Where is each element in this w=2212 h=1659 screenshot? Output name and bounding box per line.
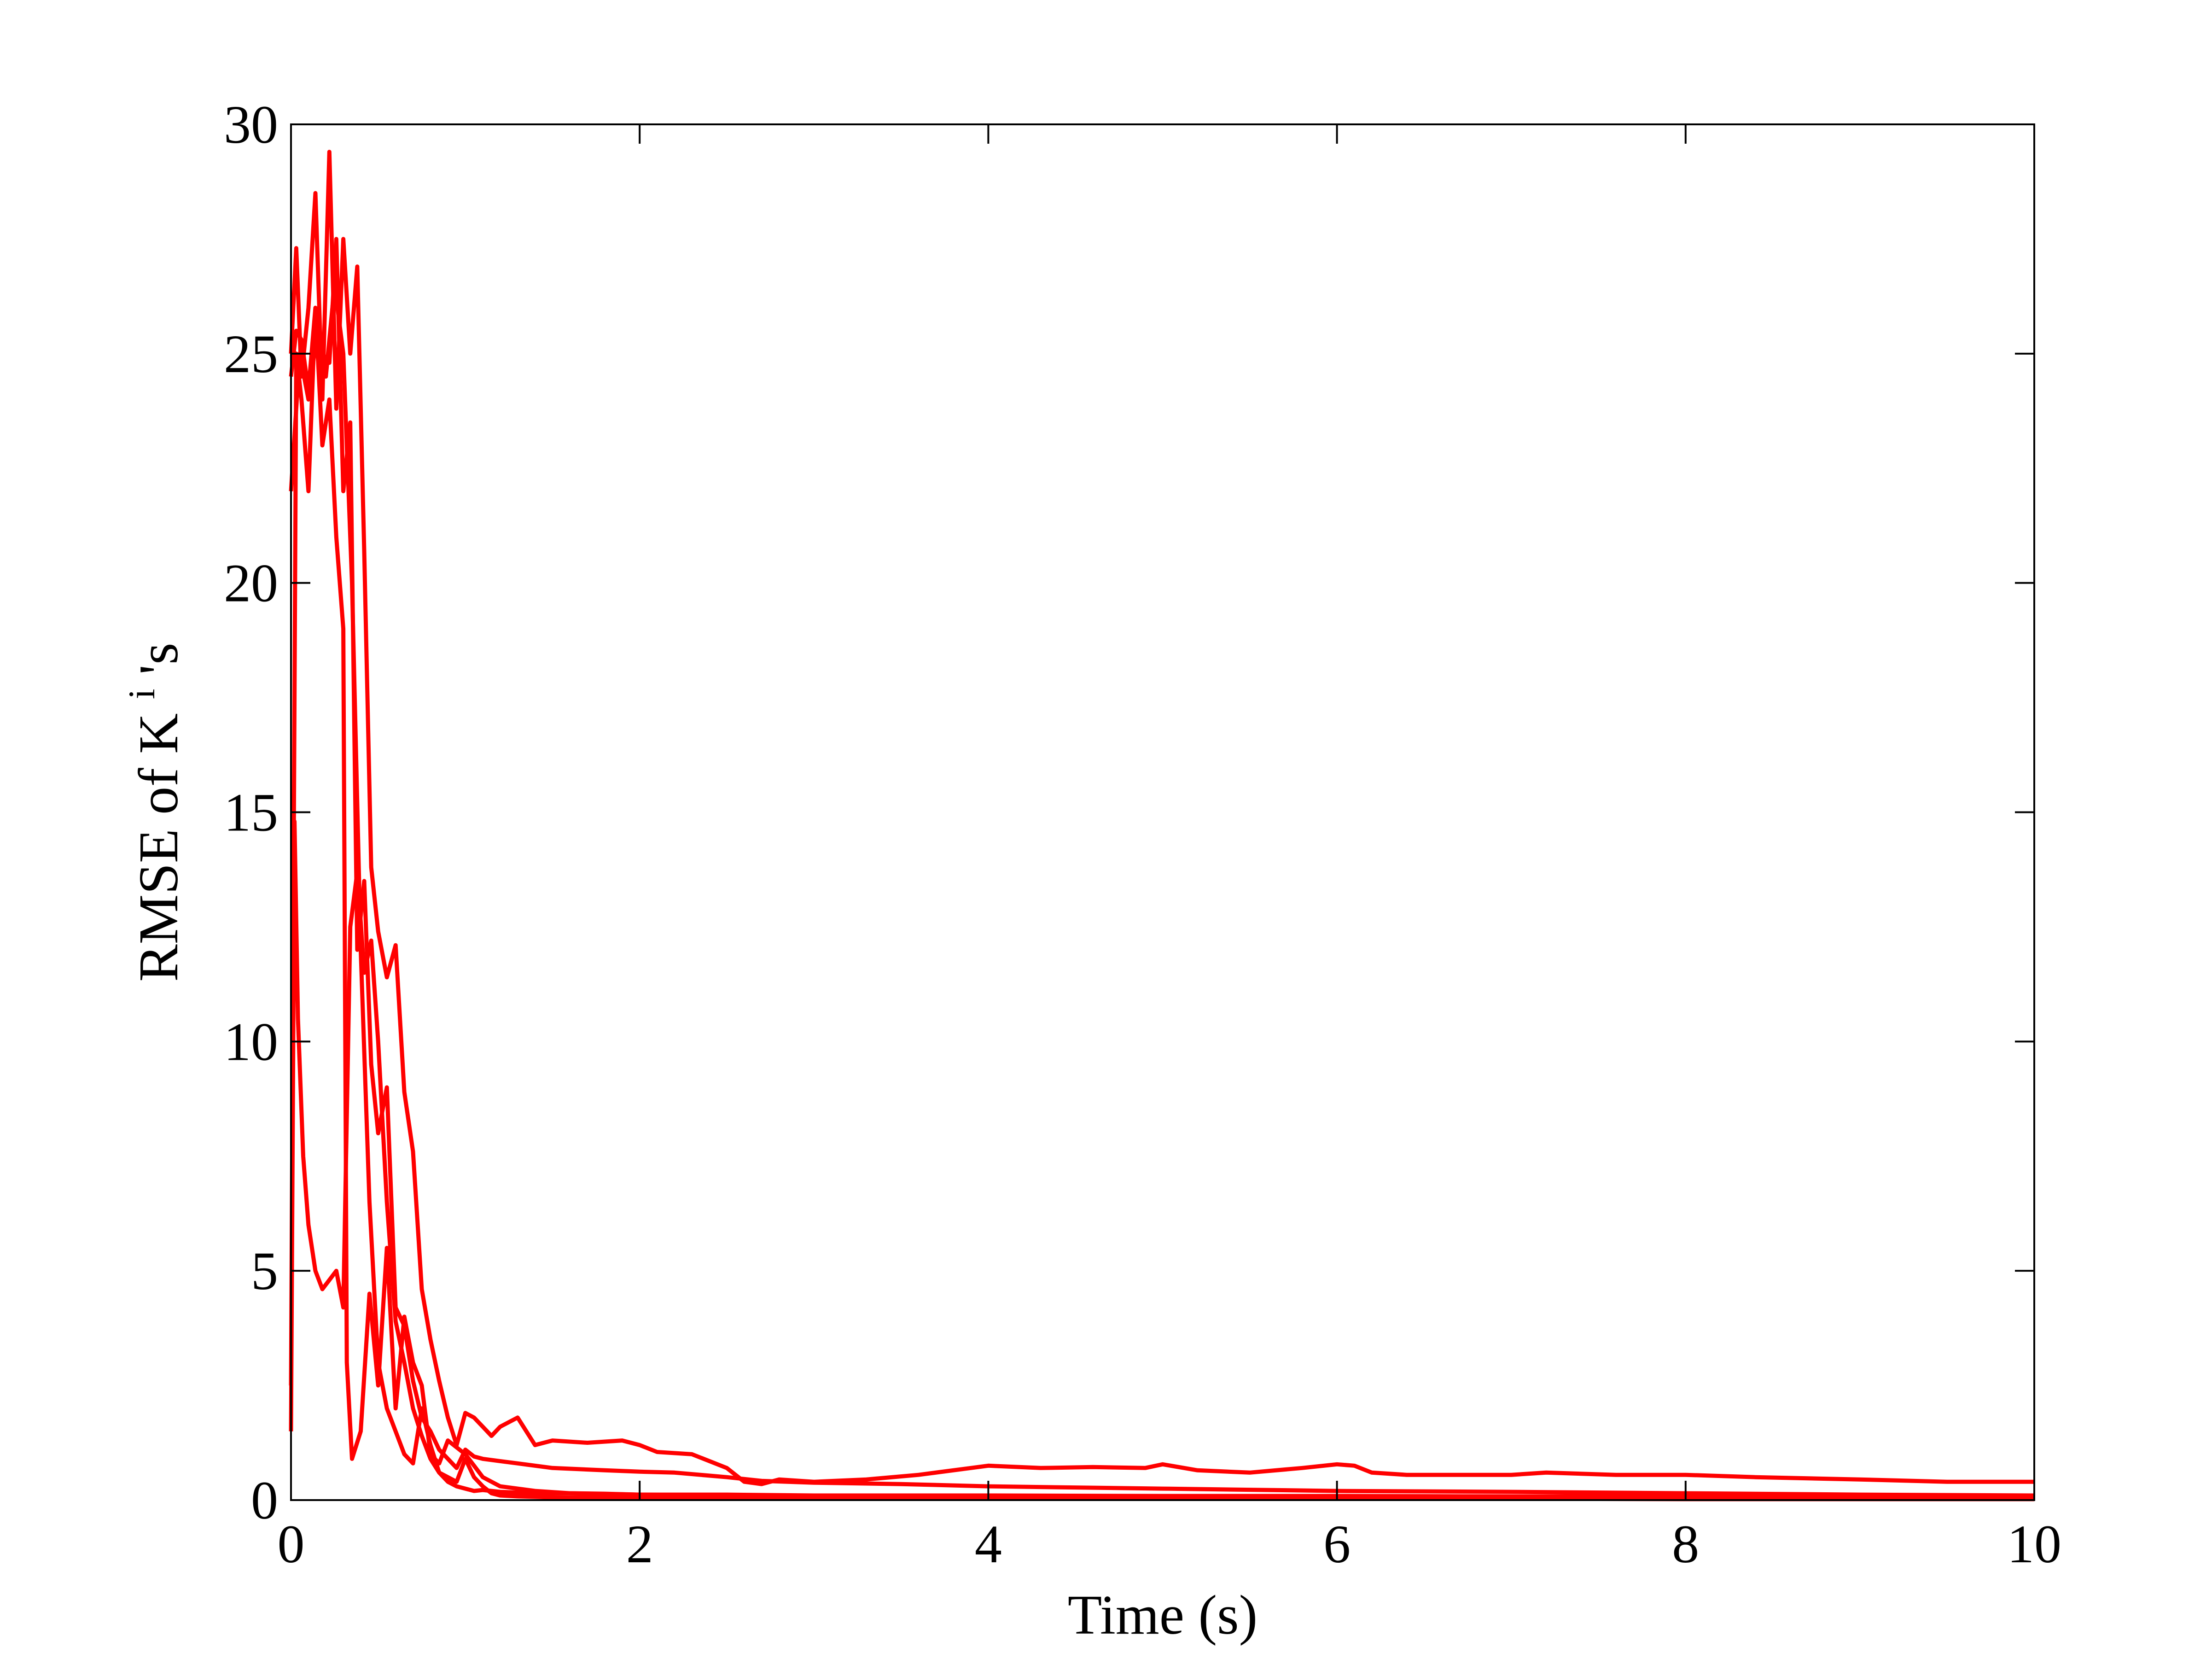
y-tick-label: 25 (224, 324, 278, 384)
series-line-5 (289, 283, 2034, 1501)
y-tick-label: 5 (251, 1241, 278, 1301)
series-line-1 (289, 150, 2034, 1486)
series-line-2 (289, 237, 2035, 1498)
y-tick-label: 20 (224, 553, 278, 613)
y-axis-label-suffix: 's (128, 643, 190, 674)
x-axis-label: Time (s) (1068, 1584, 1257, 1646)
y-tick-label: 30 (224, 94, 278, 155)
series-layer (289, 150, 2035, 1501)
y-tick-label: 15 (224, 783, 278, 843)
y-axis-label: RMSE of K i 's (105, 643, 190, 981)
x-tick-label: 4 (975, 1514, 1002, 1574)
y-axis-label-superscript: i (121, 689, 163, 699)
x-tick-label: 2 (626, 1514, 653, 1574)
y-tick-label: 10 (224, 1011, 278, 1072)
x-tick-label: 6 (1323, 1514, 1350, 1574)
x-tick-label: 0 (278, 1514, 305, 1574)
x-tick-label: 8 (1672, 1514, 1699, 1574)
tick-layer: 0 2 4 6 8 10 0 5 10 15 20 25 30 (224, 94, 2061, 1574)
y-axis-label-base: RMSE of K (128, 713, 190, 982)
x-tick-label: 10 (2007, 1514, 2061, 1574)
y-tick-label: 0 (251, 1470, 278, 1530)
